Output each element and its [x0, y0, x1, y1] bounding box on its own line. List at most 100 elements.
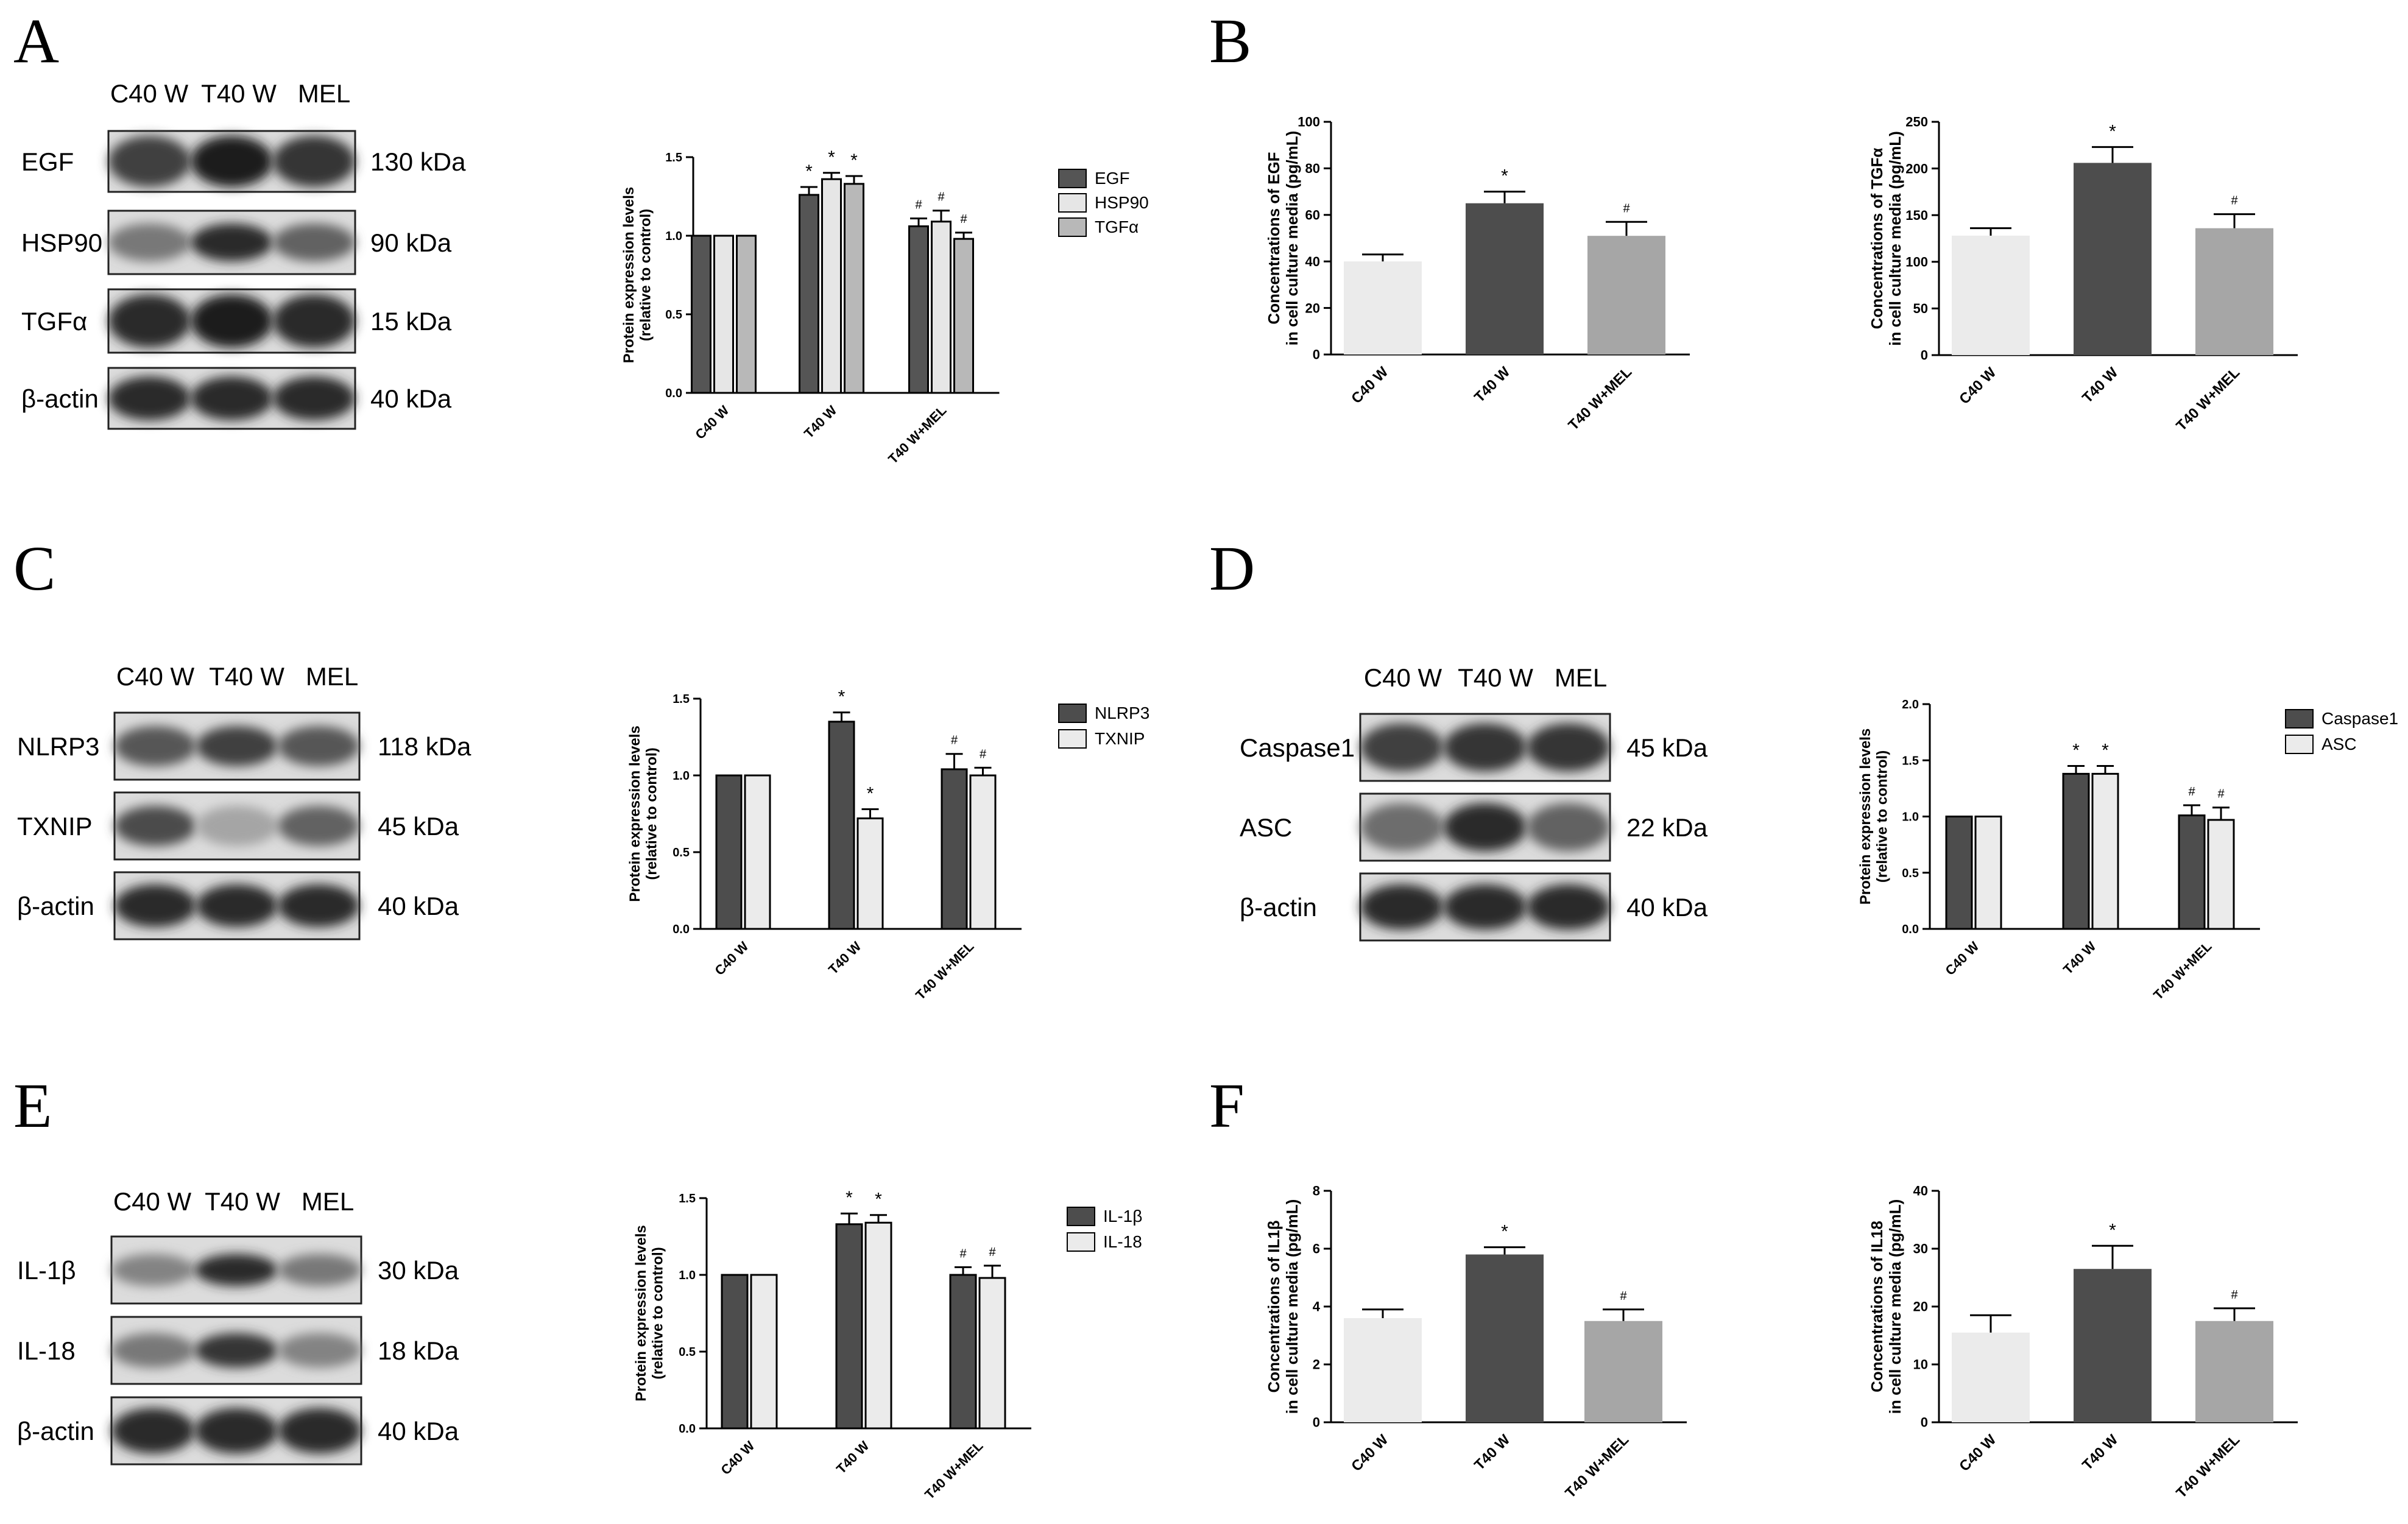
significance-mark: *: [1501, 166, 1508, 186]
legend-swatch: [1067, 1207, 1095, 1226]
bar: [750, 1274, 778, 1430]
significance-mark: *: [850, 150, 858, 171]
bar: [1344, 1318, 1422, 1422]
lane-label-c-2: T40 W: [209, 662, 284, 691]
bar: [691, 235, 711, 394]
blot-band: [191, 136, 273, 187]
bar: [799, 194, 819, 394]
y-tick-label: 2: [1313, 1357, 1320, 1372]
blot-band: [278, 726, 359, 766]
chart-1: 0.0 0.5 1.0 1.5 Protein expression levels(re…: [621, 147, 1149, 467]
blot-band: [196, 726, 278, 766]
blot-kda-label: 30 kDa: [378, 1256, 459, 1285]
blot-kda-label: 118 kDa: [378, 732, 471, 761]
blot-row-label: β-actin: [17, 892, 94, 920]
x-tick-label: T40 W: [2060, 939, 2099, 978]
blot-band: [108, 136, 191, 187]
significance-mark: #: [2231, 194, 2238, 208]
legend-swatch: [1067, 1232, 1095, 1252]
chart-4: 0.0 0.5 1.0 1.5 Protein expression levels(re…: [627, 687, 1149, 1003]
bar: [1587, 236, 1665, 355]
significance-mark: *: [805, 161, 813, 182]
bar: [715, 774, 743, 930]
y-tick-label: 1.5: [673, 693, 690, 706]
y-tick-label: 0.0: [1902, 923, 1919, 936]
blot-band: [1527, 723, 1611, 772]
x-tick-label: T40 W: [2079, 364, 2121, 406]
blot-band: [194, 1333, 278, 1368]
chart-5: 0.0 0.5 1.0 1.5 2.0 Protein expression levels…: [1857, 698, 2398, 1003]
blot-row-label: IL-18: [17, 1336, 76, 1365]
lane-label-d-2: T40 W: [1458, 663, 1533, 692]
western-blots: A B C D E F C40 W T40 W MEL EGF 130 kDa HSP90 90 kDa…: [13, 6, 1708, 1466]
y-tick-label: 0.0: [665, 387, 682, 400]
panel-letter-e: E: [13, 1071, 52, 1141]
significance-mark: #: [915, 199, 922, 212]
y-tick-label: 1.5: [665, 151, 682, 164]
bar-charts: 0.0 0.5 1.0 1.5 Protein expression levels(re…: [621, 115, 2398, 1503]
blot-kda-label: 22 kDa: [1626, 813, 1708, 842]
y-tick-label: 10: [1913, 1357, 1928, 1372]
lane-label-c-3: MEL: [306, 662, 358, 691]
y-tick-label: 250: [1905, 115, 1928, 130]
y-tick-label: 0.5: [1902, 867, 1919, 880]
y-axis-label: Concentrations of IL1βin cell culture me…: [1265, 1199, 1301, 1414]
legend-label: Caspase1: [2321, 709, 2398, 728]
significance-mark: #: [2231, 1288, 2238, 1302]
significance-mark: #: [960, 213, 967, 226]
x-tick-label: T40 W+MEL: [922, 1438, 986, 1502]
significance-mark: *: [2102, 740, 2109, 760]
blot-band: [196, 884, 278, 928]
y-tick-label: 150: [1905, 208, 1928, 223]
lane-label-d-3: MEL: [1555, 663, 1607, 692]
blot-band: [108, 294, 191, 348]
lane-label-c-1: C40 W: [116, 662, 195, 691]
legend-label: TXNIP: [1095, 729, 1145, 748]
blot-kda-label: 45 kDa: [378, 812, 459, 841]
y-axis-label: Concentrations of EGFin cell culture med…: [1265, 131, 1301, 346]
bar: [844, 183, 864, 394]
x-tick-label: T40 W+MEL: [1565, 364, 1635, 434]
bar: [1974, 816, 2002, 930]
x-tick-label: C40 W: [718, 1438, 757, 1478]
blot-row-label: HSP90: [21, 228, 102, 257]
y-tick-label: 40: [1913, 1184, 1928, 1199]
y-tick-label: 4: [1313, 1299, 1321, 1314]
blot-row-label: NLRP3: [17, 732, 99, 761]
bar: [1952, 1332, 2030, 1422]
significance-mark: *: [828, 147, 835, 168]
bar: [2091, 772, 2119, 930]
y-axis-label: Protein expression levels(relative to co…: [1857, 728, 1891, 905]
y-tick-label: 100: [1298, 115, 1320, 130]
blot-band: [111, 1408, 195, 1454]
y-tick-label: 0.0: [679, 1422, 696, 1436]
y-tick-label: 20: [1913, 1299, 1928, 1314]
blot-band: [1443, 723, 1527, 772]
x-tick-label: T40 W: [1471, 364, 1513, 406]
legend-swatch: [2285, 735, 2314, 754]
blot-kda-label: 18 kDa: [378, 1336, 459, 1365]
blot-band: [194, 1408, 278, 1454]
blot-band: [115, 884, 196, 928]
blot-row-label: ASC: [1240, 813, 1292, 842]
lane-label-e-3: MEL: [302, 1187, 354, 1216]
blot-band: [273, 376, 355, 420]
legend-label: IL-18: [1103, 1232, 1142, 1251]
significance-mark: #: [937, 191, 945, 204]
bar: [953, 238, 974, 394]
bar: [835, 1223, 863, 1430]
blot-kda-label: 40 kDa: [378, 1417, 459, 1445]
y-tick-label: 60: [1305, 208, 1320, 223]
y-tick-label: 1.0: [673, 769, 690, 783]
bar: [856, 817, 884, 930]
x-tick-label: T40 W+MEL: [2173, 364, 2243, 434]
bar: [864, 1221, 892, 1430]
y-tick-label: 1.5: [679, 1192, 696, 1205]
significance-mark: #: [959, 1247, 967, 1260]
x-tick-label: C40 W: [1956, 364, 1999, 407]
legend-label: TGFα: [1095, 217, 1139, 236]
blot-row-label: EGF: [21, 147, 74, 176]
significance-mark: #: [980, 747, 987, 761]
significance-mark: #: [989, 1246, 996, 1259]
panel-letter-a: A: [13, 6, 59, 76]
